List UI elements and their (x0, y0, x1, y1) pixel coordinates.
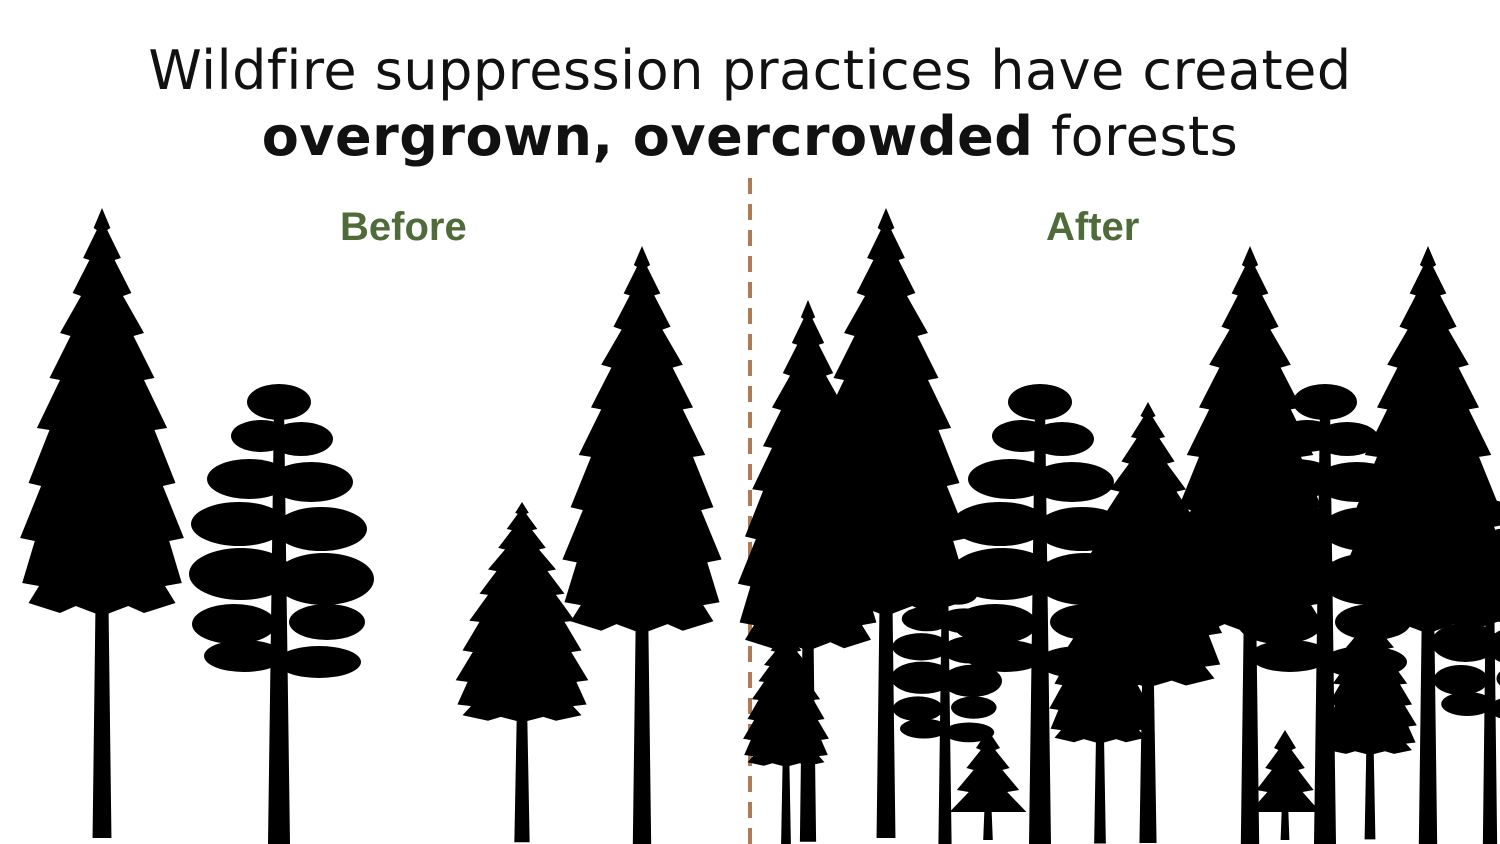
after-label: After (1046, 205, 1140, 249)
slide-title: Wildfire suppression practices have crea… (0, 38, 1500, 170)
before-trees (20, 208, 722, 844)
title-line-1: Wildfire suppression practices have crea… (148, 39, 1352, 102)
sapling-icon (949, 730, 1027, 840)
pine-tree-icon (189, 384, 374, 844)
sapling-icon (1249, 730, 1321, 840)
title-emphasis: overgrown, overcrowded (261, 105, 1034, 168)
fir-tree-icon (1323, 600, 1417, 840)
fir-tree-icon (743, 620, 829, 844)
before-label: Before (340, 205, 467, 249)
fir-tree-icon (562, 246, 722, 844)
fir-tree-icon (20, 208, 184, 838)
fir-tree-icon (1170, 246, 1330, 844)
title-line-2: overgrown, overcrowded forests (0, 104, 1500, 170)
after-trees (737, 208, 1500, 844)
title-line-2-rest: forests (1033, 105, 1239, 168)
